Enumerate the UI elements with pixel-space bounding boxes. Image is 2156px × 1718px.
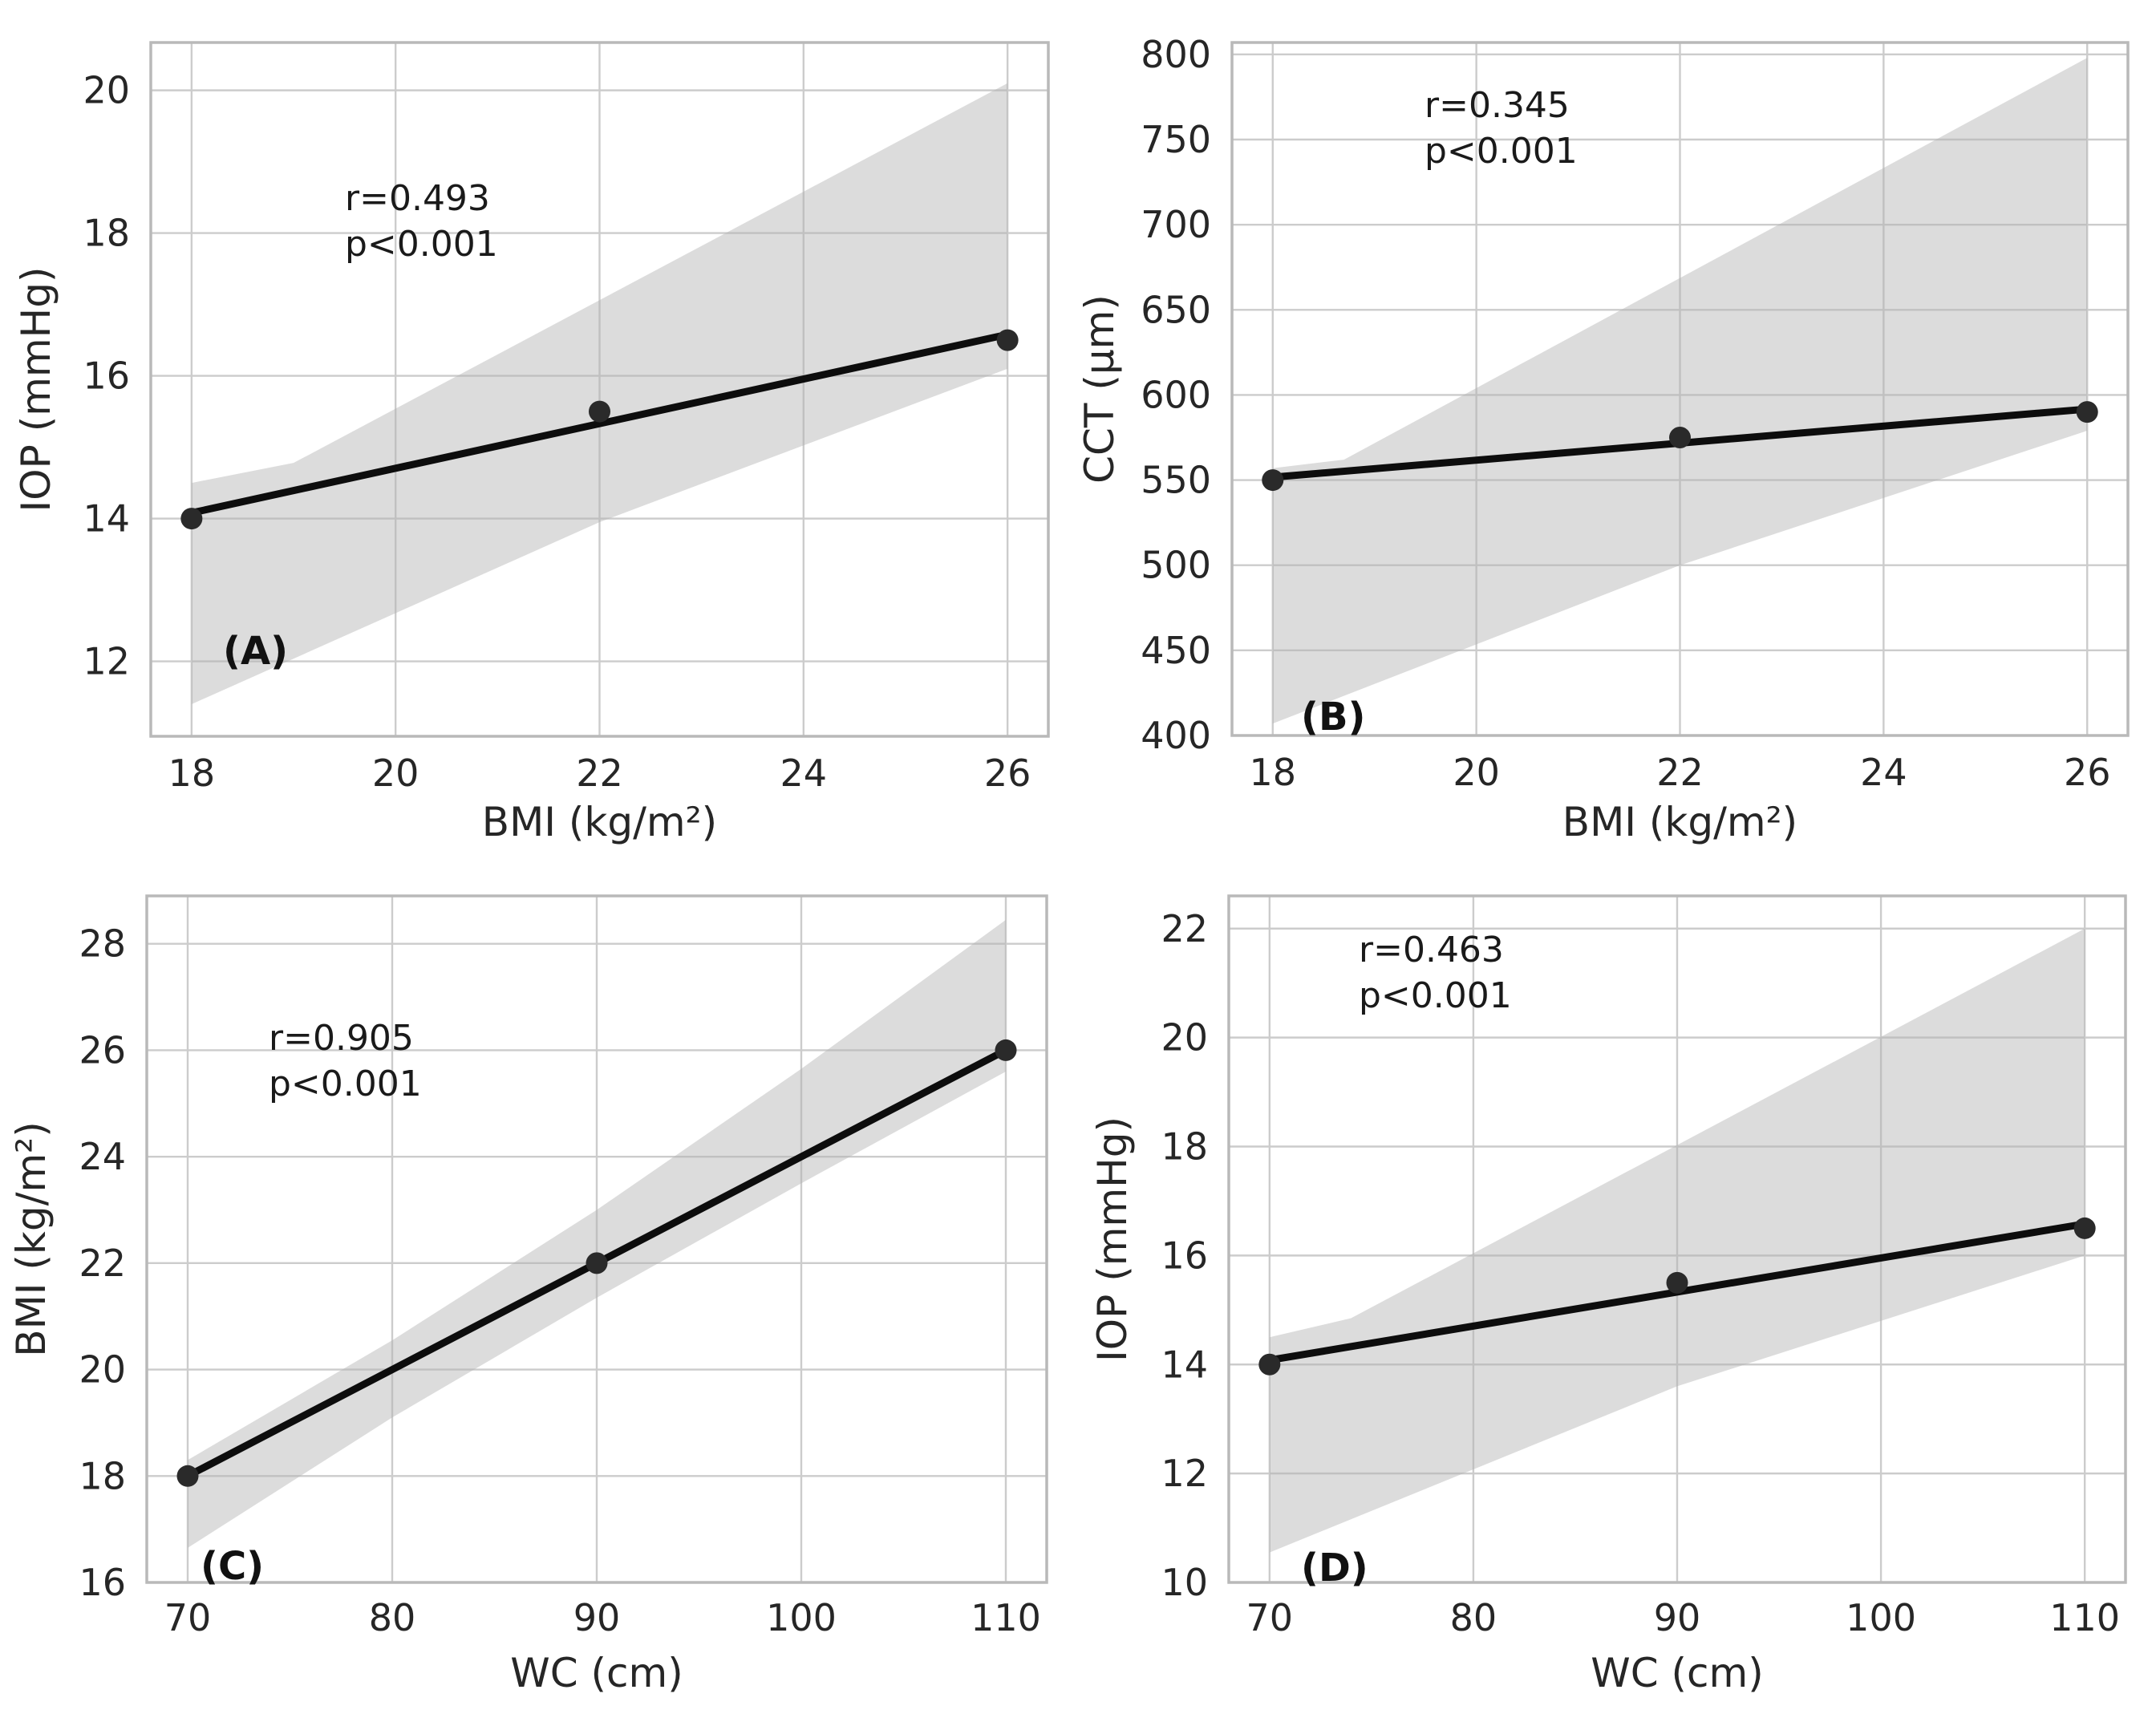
panel-a-chart: 18 20 22 24 26 12 14 16 18 20 BMI (kg/m²) IOP (mmHg… xyxy=(13,41,1050,845)
y-tick-label: 400 xyxy=(1141,714,1211,757)
x-tick-label: 100 xyxy=(1846,1596,1916,1639)
y-tick-label: 18 xyxy=(1161,1125,1208,1169)
y-tick-label: 22 xyxy=(1161,907,1208,950)
plot-border xyxy=(145,894,1048,1584)
plot-border xyxy=(1227,894,2127,1584)
y-tick-label: 18 xyxy=(79,1454,126,1497)
correlation-r-annotation: r=0.345 xyxy=(1424,85,1570,126)
y-tick-label: 700 xyxy=(1141,203,1211,246)
data-point xyxy=(1258,1353,1281,1376)
y-tick-label: 28 xyxy=(79,922,126,966)
panel-letter: (A) xyxy=(223,629,288,674)
panel-b-chart: 18 20 22 24 26 400 450 500 550 600 650 700 750 800 BMI… xyxy=(1078,33,2130,845)
plot-border xyxy=(1230,41,2130,737)
y-tick-label: 450 xyxy=(1141,629,1211,672)
x-tick-label: 110 xyxy=(2049,1596,2120,1639)
plot-border xyxy=(149,41,1050,738)
y-tick-label: 16 xyxy=(1161,1234,1208,1277)
x-tick-label: 20 xyxy=(1453,751,1500,794)
y-axis-label: BMI (kg/m²) xyxy=(8,1121,55,1356)
data-point xyxy=(586,1252,608,1274)
x-tick-label: 18 xyxy=(1249,751,1296,794)
y-tick-label: 16 xyxy=(79,1561,126,1604)
x-tick-label: 90 xyxy=(1654,1596,1701,1639)
x-tick-label: 20 xyxy=(372,752,419,795)
x-tick-label: 24 xyxy=(1860,751,1907,794)
data-point xyxy=(1262,469,1284,492)
confidence-band xyxy=(191,83,1008,704)
x-tick-label: 80 xyxy=(1450,1596,1497,1639)
y-axis-label: IOP (mmHg) xyxy=(1089,1116,1136,1362)
x-tick-label: 80 xyxy=(369,1596,416,1639)
correlation-r-annotation: r=0.905 xyxy=(269,1018,414,1059)
correlation-p-annotation: p<0.001 xyxy=(345,224,498,265)
y-tick-label: 650 xyxy=(1141,288,1211,331)
data-point xyxy=(176,1465,199,1487)
x-tick-label: 70 xyxy=(164,1596,212,1639)
correlation-p-annotation: p<0.001 xyxy=(1424,131,1578,172)
x-tick-label: 26 xyxy=(2064,751,2111,794)
y-tick-label: 20 xyxy=(83,69,130,112)
y-tick-label: 18 xyxy=(83,212,130,255)
correlation-p-annotation: p<0.001 xyxy=(1359,975,1512,1016)
y-tick-label: 24 xyxy=(79,1135,126,1178)
confidence-band xyxy=(1272,58,2088,724)
regression-line xyxy=(188,330,1011,517)
x-axis-label: BMI (kg/m²) xyxy=(1562,799,1797,845)
x-axis-label: WC (cm) xyxy=(510,1650,683,1696)
y-tick-label: 14 xyxy=(1161,1343,1208,1386)
correlation-p-annotation: p<0.001 xyxy=(269,1064,422,1104)
correlation-r-annotation: r=0.463 xyxy=(1359,930,1504,970)
data-point xyxy=(1669,427,1691,449)
y-tick-label: 800 xyxy=(1141,33,1211,76)
x-tick-label: 70 xyxy=(1246,1596,1294,1639)
panel-c-chart: 70 80 90 100 110 16 18 20 22 24 26 28 WC (cm) BMI (kg… xyxy=(8,894,1048,1696)
data-point xyxy=(996,329,1019,351)
confidence-band xyxy=(1269,928,2085,1553)
panel-letter: (C) xyxy=(201,1544,264,1589)
y-tick-label: 26 xyxy=(79,1028,126,1072)
y-tick-label: 12 xyxy=(1161,1452,1208,1495)
y-tick-label: 20 xyxy=(1161,1016,1208,1060)
x-tick-label: 24 xyxy=(780,752,828,795)
y-tick-label: 14 xyxy=(83,497,130,541)
y-axis-label: CCT (μm) xyxy=(1078,294,1123,484)
data-point xyxy=(589,400,610,423)
y-tick-label: 10 xyxy=(1161,1561,1208,1604)
correlation-r-annotation: r=0.493 xyxy=(345,178,490,219)
y-tick-label: 500 xyxy=(1141,544,1211,587)
x-axis-label: WC (cm) xyxy=(1591,1650,1763,1696)
x-tick-label: 90 xyxy=(573,1596,621,1639)
x-tick-label: 18 xyxy=(168,752,216,795)
data-point xyxy=(2073,1217,2096,1239)
y-tick-label: 22 xyxy=(79,1242,126,1285)
panel-d-chart: 70 80 90 100 110 10 12 14 16 18 20 22 WC (cm) IOP (mm… xyxy=(1089,894,2127,1696)
x-tick-label: 110 xyxy=(971,1596,1041,1639)
x-tick-label: 22 xyxy=(1656,751,1704,794)
panel-letter: (B) xyxy=(1301,695,1365,739)
x-axis-label: BMI (kg/m²) xyxy=(482,799,717,845)
y-tick-label: 550 xyxy=(1141,459,1211,502)
confidence-band xyxy=(188,919,1006,1548)
data-point xyxy=(2076,401,2098,423)
y-tick-label: 12 xyxy=(83,640,130,683)
data-point xyxy=(995,1039,1017,1061)
x-tick-label: 22 xyxy=(576,752,623,795)
data-point xyxy=(1666,1271,1688,1294)
x-tick-label: 26 xyxy=(984,752,1031,795)
y-tick-label: 20 xyxy=(79,1348,126,1392)
y-tick-label: 16 xyxy=(83,355,130,398)
data-point xyxy=(180,508,203,530)
y-tick-label: 600 xyxy=(1141,373,1211,416)
panel-letter: (D) xyxy=(1301,1546,1368,1590)
y-axis-label: IOP (mmHg) xyxy=(13,267,59,513)
x-tick-label: 100 xyxy=(766,1596,837,1639)
y-tick-label: 750 xyxy=(1141,118,1211,161)
